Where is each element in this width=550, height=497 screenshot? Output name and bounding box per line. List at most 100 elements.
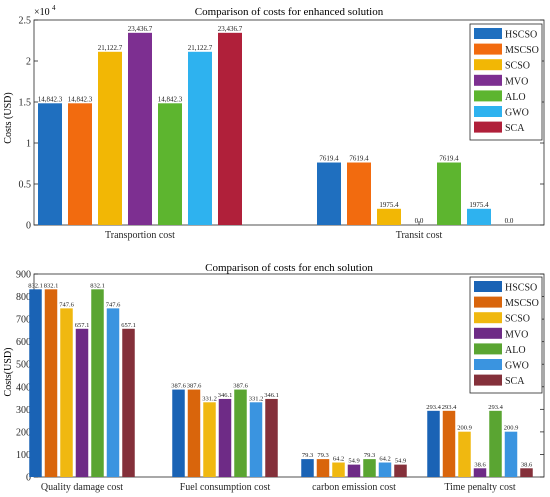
value-label-gwo-transit-cost: 1975.4 (469, 201, 489, 209)
value-label-scso-carbon-emission-cost: 64.2 (333, 456, 344, 463)
y-tick-label: 100 (16, 450, 31, 461)
bars (38, 32, 491, 226)
value-label-alo-fuel-consumption-cost: 387.6 (233, 383, 248, 390)
value-label-scso-fuel-consumption-cost: 331.2 (202, 395, 217, 402)
bar-gwo-fuel-consumption-cost (249, 402, 263, 477)
y-tick-label: 700 (16, 315, 31, 326)
y-tick-label: 900 (16, 270, 31, 281)
bar-mscso-transit-cost (347, 162, 371, 225)
bar-gwo-time-penalty-cost (504, 431, 518, 477)
bar-mvo-fuel-consumption-cost (218, 398, 232, 477)
legend-label-sca: SCA (505, 376, 525, 387)
bar-hscso-transit-cost (317, 162, 341, 225)
legend-swatch-mscso (474, 43, 502, 55)
y-tick-label: 1.5 (19, 98, 32, 109)
chart-title: Comparison of costs for ench solution (205, 262, 373, 274)
legend-label-scso: SCSO (505, 61, 530, 72)
value-label-hscso-transportion-cost: 14,842.3 (38, 95, 63, 103)
y-tick-label: 2.5 (19, 16, 32, 27)
value-label-sca-transit-cost: 0.0 (505, 217, 514, 225)
bar-alo-quality-damage-cost (91, 289, 104, 477)
value-labels: 832.1 387.6 79.3 293.4 832.1 387.6 79.3 293.4 74… (28, 282, 533, 468)
x-tick-label-quality-damage-cost: Quality damage cost (41, 482, 123, 493)
legend-label-sca: SCA (505, 123, 525, 134)
value-label-scso-time-penalty-cost: 200.9 (457, 425, 472, 432)
legend-label-scso: SCSO (505, 314, 530, 325)
legend-swatch-scso (474, 312, 502, 324)
bar-gwo-carbon-emission-cost (378, 462, 392, 477)
bar-sca-quality-damage-cost (122, 328, 135, 477)
bar-hscso-transportion-cost (38, 103, 62, 225)
legend-label-mvo: MVO (505, 329, 528, 340)
bars (29, 289, 533, 477)
bar-mscso-transportion-cost (68, 103, 92, 225)
legend-label-mscso: MSCSO (505, 298, 539, 309)
legend-swatch-hscso (474, 281, 502, 292)
legend-label-hscso: HSCSO (505, 283, 537, 294)
value-label-sca-quality-damage-cost: 657.1 (121, 322, 136, 329)
bar-sca-fuel-consumption-cost (265, 398, 278, 477)
value-label-hscso-carbon-emission-cost: 79.3 (302, 452, 313, 459)
legend-label-alo: ALO (505, 92, 526, 103)
legend-label-mscso: MSCSO (505, 45, 539, 56)
value-label-gwo-time-penalty-cost: 200.9 (504, 425, 519, 432)
value-label-mvo-quality-damage-cost: 657.1 (75, 322, 90, 329)
value-label-mscso-time-penalty-cost: 293.4 (442, 404, 457, 411)
value-label-alo-quality-damage-cost: 832.1 (90, 282, 105, 289)
bar-sca-transportion-cost (218, 32, 242, 225)
value-label-mvo-transportion-cost: 23,436.7 (128, 25, 153, 33)
legend: HSCSO MSCSO SCSO MVO ALO GWO SCA (469, 276, 543, 394)
y-tick-label: 1 (26, 139, 31, 150)
bar-alo-carbon-emission-cost (363, 459, 376, 477)
legend-swatch-hscso (474, 28, 502, 39)
value-label-mvo-time-penalty-cost: 38.6 (474, 461, 486, 468)
legend-swatch-mvo (474, 74, 502, 86)
bar-gwo-quality-damage-cost (106, 308, 120, 477)
bar-mscso-carbon-emission-cost (316, 459, 330, 477)
bar-scso-transit-cost (377, 208, 401, 225)
value-label-gwo-quality-damage-cost: 747.6 (106, 301, 121, 308)
value-label-gwo-transportion-cost: 21,122.7 (188, 44, 213, 52)
plot-area (33, 19, 545, 226)
value-label-gwo-fuel-consumption-cost: 331.2 (249, 395, 264, 402)
bar-mvo-carbon-emission-cost (347, 464, 361, 477)
value-label-hscso-time-penalty-cost: 293.4 (426, 404, 441, 411)
bar-mvo-time-penalty-cost (473, 468, 487, 477)
bar-alo-fuel-consumption-cost (234, 389, 247, 477)
bar-scso-time-penalty-cost (458, 431, 471, 477)
bar-hscso-carbon-emission-cost (301, 459, 314, 477)
bar-scso-carbon-emission-cost (332, 462, 345, 477)
legend-swatch-sca (474, 374, 502, 386)
value-label-scso-transportion-cost: 21,122.7 (98, 44, 123, 52)
y-tick-label: 200 (16, 427, 31, 438)
value-label-scso-transit-cost: 1975.4 (379, 201, 399, 209)
value-label-alo-transit-cost: 7619.4 (439, 155, 459, 163)
value-label-mscso-carbon-emission-cost: 79.3 (317, 452, 328, 459)
bar-alo-transportion-cost (158, 103, 182, 225)
chart-enhanced-solution: Comparison of costs for enhanced solutio… (3, 4, 545, 241)
value-label-mvo-fuel-consumption-cost: 346.1 (218, 392, 233, 399)
legend-swatch-sca (474, 121, 502, 133)
value-label-scso-quality-damage-cost: 747.6 (59, 301, 74, 308)
bar-hscso-time-penalty-cost (427, 410, 440, 477)
bar-mscso-fuel-consumption-cost (187, 389, 201, 477)
y-tick-label: 0.5 (19, 180, 32, 191)
bar-sca-time-penalty-cost (520, 468, 533, 477)
x-tick-label-time-penalty-cost: Time penalty cost (444, 482, 516, 493)
x-tick-label-carbon-emission-cost: carbon emission cost (312, 482, 396, 493)
value-label-alo-transportion-cost: 14,842.3 (158, 95, 183, 103)
value-label-sca-fuel-consumption-cost: 346.1 (264, 392, 279, 399)
value-label-sca-transportion-cost: 23,436.7 (218, 25, 243, 33)
chart-each-solution: Comparison of costs for ench solution Co… (3, 262, 545, 493)
legend-swatch-gwo (474, 106, 502, 117)
y-axis-label: Costs(USD) (3, 348, 14, 397)
chart-title: Comparison of costs for enhanced solutio… (195, 6, 384, 18)
legend: HSCSO MSCSO SCSO MVO ALO GWO SCA (469, 23, 543, 141)
legend-swatch-mvo (474, 327, 502, 339)
legend-swatch-alo (474, 90, 502, 102)
y-ticks: 0 100 200 300 400 500 600 700 800 900 (16, 270, 544, 484)
value-label-hscso-fuel-consumption-cost: 387.6 (171, 383, 186, 390)
bar-scso-fuel-consumption-cost (203, 402, 216, 477)
bar-gwo-transit-cost (467, 208, 491, 225)
